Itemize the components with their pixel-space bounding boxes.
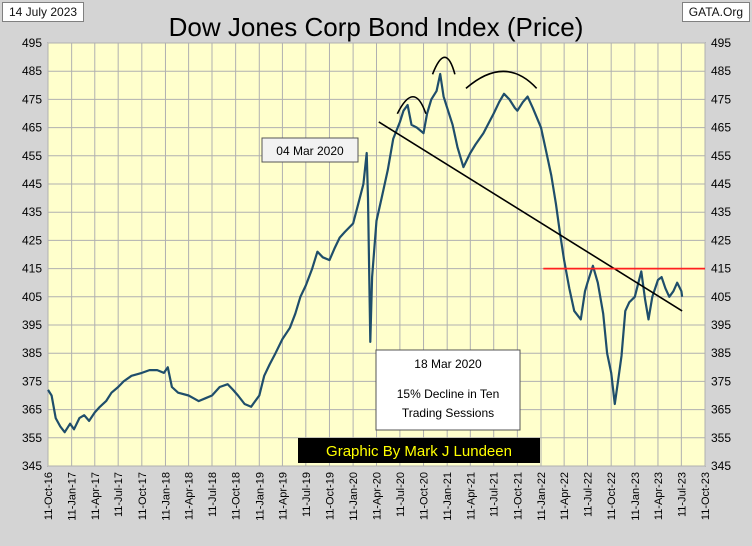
y-tick-label-right: 385 — [711, 346, 731, 360]
y-tick-label-right: 405 — [711, 290, 731, 304]
y-tick-label-right: 455 — [711, 149, 731, 163]
x-tick-label: 11-Oct-17 — [137, 472, 149, 520]
y-tick-label-left: 365 — [22, 403, 42, 417]
overlay-lines — [378, 56, 705, 312]
x-tick-label: 11-Apr-20 — [372, 472, 384, 520]
x-tick-label: 11-Apr-21 — [465, 472, 477, 520]
y-tick-label-right: 445 — [711, 177, 731, 191]
y-tick-label-left: 485 — [22, 64, 42, 78]
x-axis: 11-Oct-16 11-Jan-17 11-Apr-17 11-Jul-17 11-O… — [43, 472, 712, 521]
y-tick-label-right: 475 — [711, 92, 731, 106]
pattern-arc — [465, 70, 538, 89]
x-tick-label: 11-Jan-23 — [630, 472, 642, 521]
series-layer — [47, 72, 684, 434]
y-axis-left: 345 355 365 375 385 395 405 415 425 435 445 455 465 4… — [22, 36, 42, 473]
date-label: 14 July 2023 — [2, 2, 85, 22]
source-label: GATA.Org — [681, 2, 750, 22]
y-tick-label-left: 415 — [22, 262, 42, 276]
pattern-arc — [396, 95, 427, 115]
x-tick-label: 11-Jul-17 — [113, 472, 125, 517]
series-line — [47, 72, 684, 434]
y-axis-right: 345 355 365 375 385 395 405 415 425 435 445 455 465 4… — [711, 36, 731, 473]
x-tick-label: 11-Jul-23 — [676, 472, 688, 517]
x-tick-label: 11-Jan-18 — [160, 472, 172, 521]
x-tick-label: 11-Oct-18 — [231, 472, 243, 520]
x-tick-label: 11-Jul-22 — [583, 472, 595, 517]
x-tick-label: 11-Jan-20 — [348, 472, 360, 521]
x-tick-label: 11-Oct-20 — [419, 472, 431, 520]
y-tick-label-right: 495 — [711, 36, 731, 50]
x-tick-label: 11-Jan-21 — [442, 472, 454, 521]
trend-line — [378, 121, 683, 312]
y-tick-label-left: 495 — [22, 36, 42, 50]
credit-text: Graphic By Mark J Lundeen — [326, 443, 512, 460]
y-tick-label-left: 435 — [22, 205, 42, 219]
y-tick-label-right: 465 — [711, 121, 731, 135]
y-tick-label-left: 385 — [22, 346, 42, 360]
y-tick-label-left: 425 — [22, 233, 42, 247]
y-tick-label-right: 415 — [711, 262, 731, 276]
y-tick-label-left: 405 — [22, 290, 42, 304]
annotation-mar18: 18 Mar 2020 15% Decline in Ten Trading S… — [375, 349, 521, 431]
y-tick-label-left: 475 — [22, 92, 42, 106]
annotation-mar4-text: 04 Mar 2020 — [276, 144, 344, 158]
x-tick-label: 11-Jan-17 — [67, 472, 79, 521]
x-tick-label: 11-Jan-22 — [536, 472, 548, 521]
x-tick-label: 11-Apr-19 — [277, 472, 289, 520]
y-tick-label-left: 345 — [22, 459, 42, 473]
x-tick-label: 11-Apr-22 — [559, 472, 571, 520]
x-tick-label: 11-Apr-18 — [184, 472, 196, 520]
y-tick-label-left: 445 — [22, 177, 42, 191]
y-tick-label-left: 395 — [22, 318, 42, 332]
x-tick-label: 11-Jul-20 — [395, 472, 407, 517]
y-tick-label-right: 375 — [711, 374, 731, 388]
annotation-mar4: 04 Mar 2020 — [261, 137, 359, 163]
x-tick-label: 11-Apr-23 — [653, 472, 665, 520]
x-tick-label: 11-Jul-21 — [489, 472, 501, 517]
x-tick-label: 11-Oct-22 — [606, 472, 618, 520]
y-tick-label-right: 485 — [711, 64, 731, 78]
y-tick-label-right: 345 — [711, 459, 731, 473]
y-tick-label-right: 355 — [711, 431, 731, 445]
x-tick-label: 11-Oct-16 — [43, 472, 55, 520]
x-tick-label: 11-Oct-19 — [324, 472, 336, 520]
x-tick-label: 11-Jul-18 — [207, 472, 219, 517]
annotation-mar18-line1: 15% Decline in Ten — [397, 387, 500, 401]
pattern-arc — [431, 56, 456, 75]
annotation-mar18-title: 18 Mar 2020 — [414, 357, 482, 371]
x-tick-label: 11-Oct-23 — [700, 472, 712, 520]
y-tick-label-right: 435 — [711, 205, 731, 219]
y-tick-label-left: 375 — [22, 374, 42, 388]
y-tick-label-right: 395 — [711, 318, 731, 332]
x-tick-label: 11-Oct-21 — [512, 472, 524, 520]
y-tick-label-left: 455 — [22, 149, 42, 163]
x-tick-label: 11-Jan-19 — [254, 472, 266, 521]
y-tick-label-left: 355 — [22, 431, 42, 445]
x-tick-label: 11-Apr-17 — [90, 472, 102, 520]
chart-title: Dow Jones Corp Bond Index (Price) — [168, 12, 584, 42]
y-tick-label-left: 465 — [22, 121, 42, 135]
y-tick-label-right: 365 — [711, 403, 731, 417]
x-tick-label: 11-Jul-19 — [301, 472, 313, 517]
y-tick-label-right: 425 — [711, 233, 731, 247]
annotation-mar18-line2: Trading Sessions — [402, 406, 494, 420]
credit-badge: Graphic By Mark J Lundeen — [298, 438, 540, 463]
